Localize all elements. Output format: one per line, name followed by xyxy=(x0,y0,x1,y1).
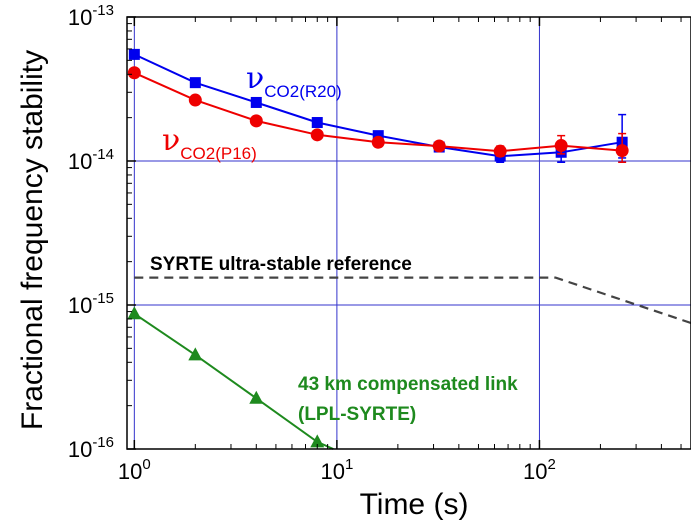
y-tick-label-0-base: 10 xyxy=(68,437,92,462)
series-link-point-3 xyxy=(310,434,325,448)
series-label-p16-symbol: ν xyxy=(162,123,180,158)
x-tick-label-1-exponent: 1 xyxy=(345,456,353,473)
link-annotation-line1: 43 km compensated link xyxy=(298,374,518,395)
y-tick-label-0: 10-16 xyxy=(68,434,114,462)
reference-annotation: SYRTE ultra-stable reference xyxy=(150,254,412,275)
x-tick-label-0: 100 xyxy=(118,456,151,484)
series-p16-point-5 xyxy=(432,139,446,153)
axis-ticks xyxy=(127,16,682,450)
series-p16-point-7 xyxy=(554,139,568,153)
series-label-r20-symbol: ν xyxy=(246,61,264,96)
series-p16-point-0 xyxy=(127,66,141,80)
x-tick-label-2-base: 10 xyxy=(523,459,547,484)
x-tick-label-0-exponent: 0 xyxy=(142,456,150,473)
series-link-point-0 xyxy=(127,306,142,320)
series-link-point-2 xyxy=(249,390,264,404)
grid-lines xyxy=(127,17,691,449)
series-p16-point-1 xyxy=(188,93,202,107)
series-p16-point-3 xyxy=(310,128,324,142)
y-tick-label-2-base: 10 xyxy=(68,149,92,174)
series-label-p16: νCO2(P16) xyxy=(162,123,257,163)
series-p16-point-8 xyxy=(615,144,629,158)
series-r20-point-1 xyxy=(189,77,201,89)
y-tick-label-2: 10-14 xyxy=(68,146,114,174)
x-tick-label-1: 101 xyxy=(320,456,353,484)
series-reference-line xyxy=(134,276,691,325)
series-label-r20-subscript: CO2(R20) xyxy=(264,82,341,101)
plot-frame xyxy=(126,16,691,450)
y-tick-label-3-base: 10 xyxy=(68,5,92,30)
series-r20-point-2 xyxy=(250,96,262,108)
x-tick-label-0-base: 10 xyxy=(118,459,142,484)
link-annotation-line2: (LPL-SYRTE) xyxy=(298,404,416,425)
x-tick-label-2-exponent: 2 xyxy=(548,456,556,473)
series-r20-point-0 xyxy=(128,48,140,60)
y-tick-label-3: 10-13 xyxy=(68,2,114,30)
x-tick-label-1-base: 10 xyxy=(320,459,344,484)
y-tick-label-1-base: 10 xyxy=(68,293,92,318)
series-p16-point-6 xyxy=(493,144,507,158)
series-r20-point-3 xyxy=(311,117,323,129)
y-tick-label-3-exponent: -13 xyxy=(92,2,114,19)
y-tick-label-1-exponent: -15 xyxy=(92,290,114,307)
x-axis-title: Time (s) xyxy=(360,488,469,521)
series-link-point-1 xyxy=(188,347,203,361)
series-layer xyxy=(127,48,691,450)
y-tick-label-0-exponent: -16 xyxy=(92,434,114,451)
series-r20-point-4 xyxy=(372,130,384,142)
series-label-p16-subscript: CO2(P16) xyxy=(180,144,257,163)
series-p16-point-2 xyxy=(249,114,263,128)
x-tick-label-2: 102 xyxy=(523,456,556,484)
y-tick-label-2-exponent: -14 xyxy=(92,146,114,163)
series-label-r20: νCO2(R20) xyxy=(246,61,342,101)
y-axis-title: Fractional frequency stability xyxy=(16,50,49,430)
series-p16-point-4 xyxy=(371,135,385,149)
y-tick-label-1: 10-15 xyxy=(68,290,114,318)
